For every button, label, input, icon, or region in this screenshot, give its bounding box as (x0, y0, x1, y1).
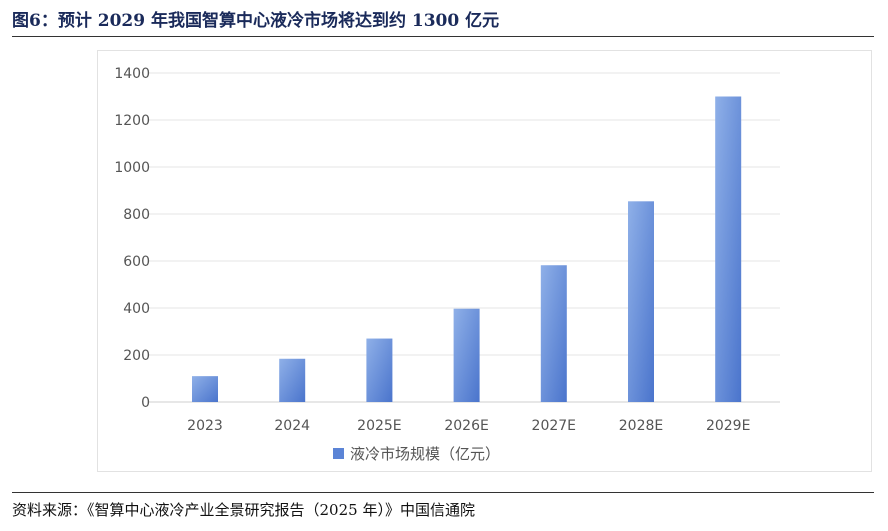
y-tick-label: 600 (123, 254, 150, 270)
y-tick-label: 1200 (114, 113, 150, 129)
source-rule (12, 492, 874, 493)
figure-title: 图6：预计 2029 年我国智算中心液冷市场将达到约 1300 亿元 (12, 11, 500, 31)
legend: 液冷市场规模（亿元） (333, 445, 500, 463)
bar-2029E (715, 96, 742, 402)
x-tick-label: 2025E (357, 418, 401, 434)
chart-frame (97, 50, 872, 472)
bar-2028E (628, 201, 654, 402)
x-tick-label: 2023 (187, 418, 223, 434)
y-tick-label: 0 (141, 395, 150, 411)
title-rule (12, 36, 874, 37)
legend-label: 液冷市场规模（亿元） (350, 445, 500, 463)
bar-2024 (279, 358, 306, 402)
x-tick-label: 2028E (619, 418, 663, 434)
x-tick-label: 2029E (706, 418, 750, 434)
bar-2023 (192, 376, 218, 402)
legend-swatch (333, 448, 344, 459)
x-tick-label: 2024 (274, 418, 310, 434)
y-tick-label: 1400 (114, 66, 150, 82)
y-tick-label: 200 (123, 348, 150, 364)
bar-2025E (366, 338, 393, 402)
y-tick-label: 1000 (114, 160, 150, 176)
y-tick-label: 800 (123, 207, 150, 223)
y-tick-label: 400 (123, 301, 150, 317)
source-note: 资料来源：《智算中心液冷产业全景研究报告（2025 年）》中国信通院 (12, 501, 475, 519)
bar-2026E (453, 308, 480, 402)
x-tick-label: 2026E (444, 418, 488, 434)
x-tick-label: 2027E (532, 418, 576, 434)
bar-2027E (540, 265, 567, 402)
